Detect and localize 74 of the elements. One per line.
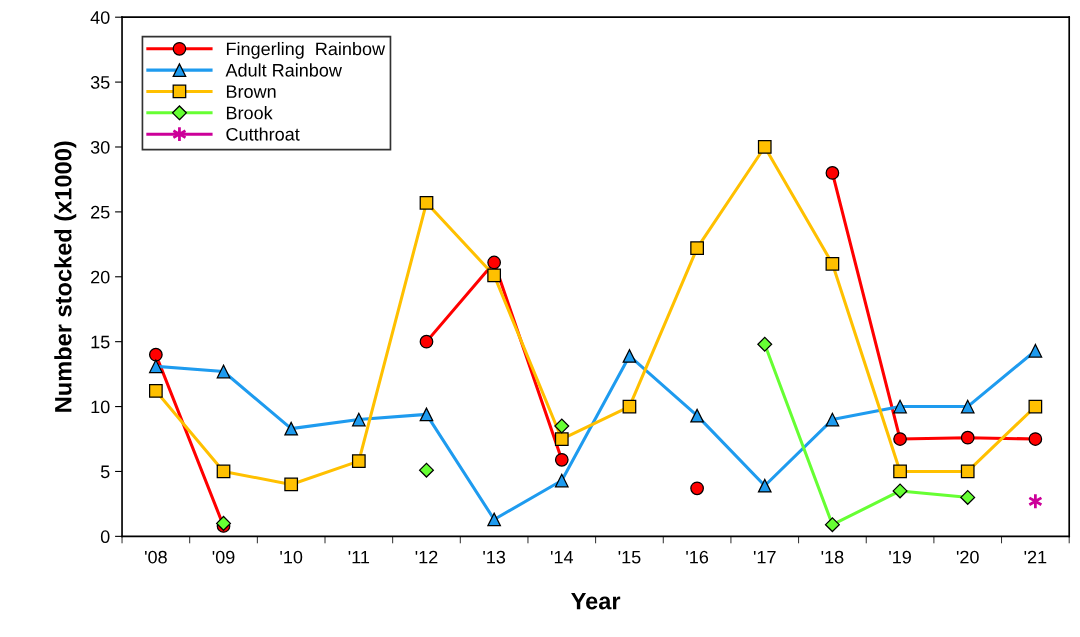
- point: [893, 432, 907, 446]
- x-tick-label: '20: [956, 550, 979, 564]
- point: [825, 412, 840, 427]
- legend-label: Cutthroat: [226, 127, 300, 141]
- y-tick-label: 10: [91, 400, 110, 414]
- x-tick-label: '10: [280, 550, 303, 564]
- point: [893, 464, 907, 479]
- point: [1028, 399, 1043, 414]
- x-axis-title: Year: [571, 592, 621, 610]
- legend-label: Adult Rainbow: [225, 63, 342, 77]
- point: [351, 412, 366, 427]
- y-tick-label: 0: [100, 530, 110, 544]
- legend-label: Brown: [226, 85, 276, 98]
- point: [284, 421, 299, 436]
- x-tick-label: '18: [821, 550, 844, 564]
- point: [554, 473, 569, 488]
- point: [148, 384, 163, 398]
- point: [418, 462, 434, 478]
- y-tick-label: 5: [100, 465, 110, 479]
- point: [284, 477, 299, 492]
- x-tick-label: '12: [415, 550, 438, 564]
- point: [960, 430, 975, 445]
- point: [960, 399, 975, 414]
- x-tick-label: '09: [212, 550, 235, 564]
- point: [351, 454, 366, 468]
- point: [419, 195, 434, 210]
- x-tick-label: '15: [618, 550, 641, 564]
- point: [757, 140, 772, 154]
- legend-label: Brook: [226, 106, 273, 120]
- point: [690, 241, 704, 256]
- y-tick-label: 35: [90, 76, 110, 89]
- y-tick-label: 40: [90, 11, 110, 24]
- point: [487, 512, 502, 527]
- x-tick-label: '16: [686, 550, 709, 564]
- point: [554, 418, 570, 434]
- y-tick-label: 30: [90, 140, 110, 154]
- point: [622, 399, 637, 414]
- point: [824, 517, 840, 533]
- point: [893, 399, 907, 414]
- point: [1028, 432, 1043, 446]
- point: [148, 347, 163, 362]
- y-axis-title: Number stocked (x1000): [54, 141, 77, 412]
- point: [690, 481, 704, 496]
- point: [960, 464, 975, 479]
- point: [216, 364, 231, 379]
- point: [757, 478, 772, 493]
- x-tick-label: '13: [483, 550, 506, 564]
- x-tick-label: '11: [348, 550, 370, 564]
- y-tick-label: 25: [91, 205, 110, 219]
- y-tick-label: 20: [91, 270, 110, 284]
- point: [487, 255, 502, 270]
- point: [1028, 343, 1043, 358]
- y-tick-label: 15: [91, 335, 110, 349]
- x-tick-label: '17: [753, 550, 776, 564]
- point: [825, 166, 840, 180]
- point: [148, 359, 163, 374]
- point: [825, 256, 840, 271]
- point: [419, 407, 434, 422]
- point: [419, 334, 434, 349]
- point: [892, 483, 908, 499]
- point: [757, 336, 773, 352]
- point: [216, 515, 232, 531]
- point: [554, 432, 569, 446]
- x-tick-label: '19: [889, 550, 911, 564]
- x-tick-label: '08: [145, 550, 167, 564]
- point: [960, 489, 976, 505]
- point: [622, 349, 637, 363]
- point: [690, 408, 704, 423]
- point: [554, 452, 569, 467]
- point: [487, 268, 502, 283]
- legend-label: Fingerling Rainbow: [226, 42, 386, 59]
- x-tick-label: '14: [550, 550, 574, 564]
- x-tick-label: '21: [1024, 550, 1047, 564]
- point: [216, 464, 231, 479]
